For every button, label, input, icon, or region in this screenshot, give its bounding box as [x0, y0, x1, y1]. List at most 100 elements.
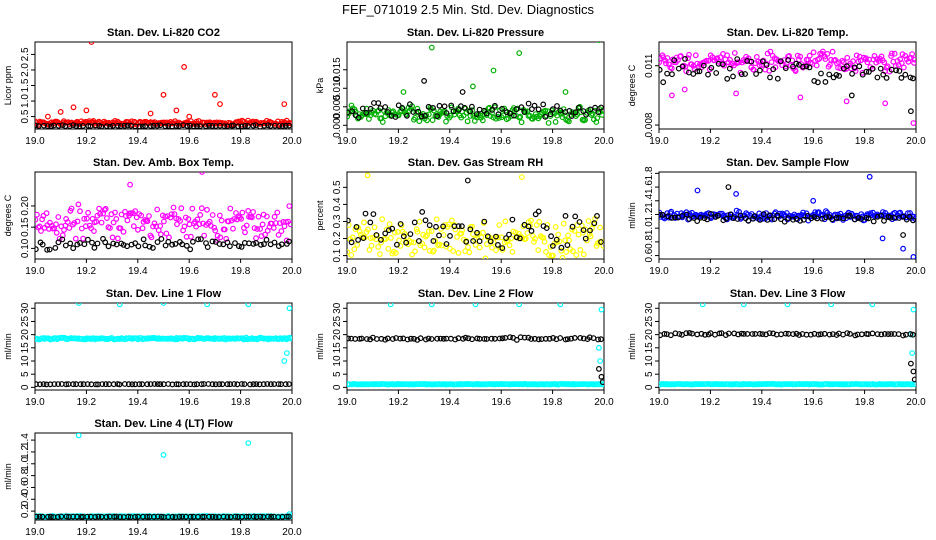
data-point [84, 381, 91, 388]
data-point [154, 122, 161, 129]
data-point [870, 218, 877, 225]
data-point [817, 212, 824, 219]
data-point [774, 212, 781, 219]
data-point [418, 113, 425, 120]
data-point [666, 61, 672, 68]
data-point [88, 42, 95, 45]
data-point [522, 235, 529, 242]
y-tick-label: 15 [644, 342, 655, 354]
data-point [472, 303, 479, 308]
data-point [808, 215, 815, 222]
data-point [450, 248, 457, 254]
data-point [286, 203, 292, 209]
data-point [209, 212, 216, 218]
x-tick-label: 19.2 [701, 136, 721, 147]
data-point [806, 64, 813, 71]
data-point [440, 335, 447, 342]
data-point [850, 58, 856, 65]
data-point [869, 303, 876, 308]
data-point [91, 244, 98, 251]
data-point [659, 66, 663, 73]
data-point [103, 514, 110, 520]
data-point [232, 513, 239, 520]
data-point [243, 513, 250, 520]
x-tick-label: 19.6 [179, 266, 199, 277]
data-point [187, 381, 194, 388]
data-point [397, 335, 404, 342]
data-point [495, 111, 502, 118]
data-point [231, 216, 238, 222]
data-point [63, 381, 69, 388]
data-point [235, 243, 242, 250]
data-point [883, 74, 890, 81]
data-point [434, 113, 441, 120]
data-point [204, 244, 211, 251]
data-point [204, 206, 210, 213]
data-point [67, 240, 74, 247]
y-tick-label: 5 [20, 371, 31, 377]
x-tick-label: 19.0 [649, 266, 669, 277]
x-tick-label: 19.2 [701, 266, 721, 277]
data-point [911, 60, 916, 66]
data-point [521, 109, 528, 115]
data-point [114, 235, 121, 242]
y-tick-label: 30 [644, 302, 655, 314]
data-point [110, 240, 117, 247]
y-axis-label: ml/min [627, 202, 637, 229]
data-point [489, 244, 495, 251]
x-tick-label: 20.0 [282, 397, 302, 408]
data-point [172, 240, 179, 247]
data-point [481, 218, 488, 225]
data-point [85, 209, 91, 216]
data-point [51, 381, 58, 388]
data-point [387, 303, 394, 308]
series-1 [35, 42, 292, 129]
data-point [96, 205, 102, 212]
data-point [224, 381, 231, 388]
data-point [218, 217, 225, 224]
x-tick-label: 19.4 [752, 397, 772, 408]
data-point [85, 122, 92, 129]
data-point [147, 110, 154, 117]
data-point [597, 224, 603, 231]
data-point [580, 227, 587, 234]
data-point [696, 68, 703, 75]
data-point [884, 63, 891, 70]
x-tick-label: 19.4 [128, 397, 148, 408]
data-point [107, 225, 113, 231]
data-point [135, 243, 142, 250]
data-point [844, 54, 851, 61]
data-point [580, 335, 587, 342]
y-tick-label: 0.8 [20, 468, 31, 482]
series-points [347, 42, 604, 126]
data-point [62, 242, 69, 249]
y-tick-label: 0 [332, 384, 343, 390]
data-point [400, 89, 407, 95]
data-point [59, 236, 66, 243]
x-tick-label: 19.6 [491, 397, 511, 408]
data-point [187, 233, 194, 240]
data-point [55, 239, 62, 246]
data-point [516, 50, 523, 56]
panel-5: Stan. Dev. Gas Stream RH 19.0 19.2 19.4 19.6… [315, 157, 614, 277]
data-point [373, 232, 380, 238]
data-point [506, 231, 512, 238]
data-point [121, 122, 128, 129]
data-point [241, 381, 248, 388]
data-point [594, 115, 601, 121]
data-point [351, 246, 358, 253]
data-point [669, 92, 675, 99]
data-point [685, 55, 691, 62]
data-point [528, 217, 534, 224]
data-point [48, 513, 54, 520]
panels-grid: Stan. Dev. Li-820 CO2 19.0 19.2 19.4 19.6 19.… [3, 27, 926, 538]
data-point [910, 217, 916, 224]
data-point [198, 381, 205, 388]
x-tick-label: 19.4 [128, 136, 148, 147]
data-point [726, 65, 733, 72]
series-2 [659, 184, 916, 238]
data-point [120, 228, 127, 235]
data-point [360, 235, 367, 242]
data-point [499, 335, 506, 342]
data-point [82, 223, 89, 230]
